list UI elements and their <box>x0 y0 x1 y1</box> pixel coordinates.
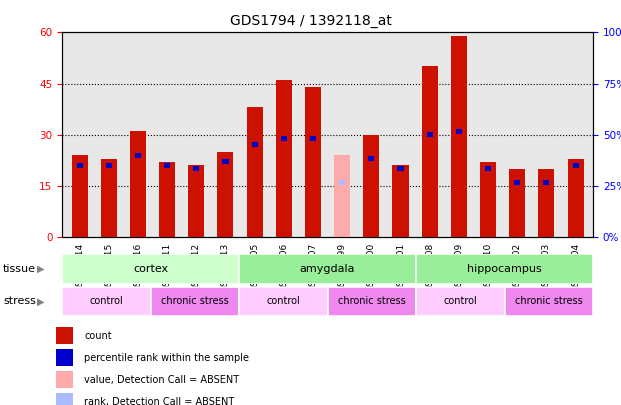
Bar <box>276 80 292 237</box>
Bar <box>363 134 379 237</box>
Bar <box>538 169 555 237</box>
Bar <box>188 165 204 237</box>
Text: stress: stress <box>3 296 36 306</box>
Text: count: count <box>84 330 112 341</box>
Bar <box>456 129 462 134</box>
Bar <box>543 180 550 185</box>
Bar <box>509 169 525 237</box>
Bar <box>106 163 112 168</box>
Bar <box>281 136 287 141</box>
Bar <box>504 287 593 316</box>
Bar <box>397 166 404 171</box>
Bar <box>56 327 73 344</box>
Bar <box>573 163 579 168</box>
Text: cortex: cortex <box>133 264 168 274</box>
Text: ▶: ▶ <box>37 264 45 274</box>
Bar <box>164 163 170 168</box>
Bar <box>62 287 150 316</box>
Bar <box>339 180 345 185</box>
Bar <box>135 153 141 158</box>
Text: chronic stress: chronic stress <box>338 296 406 306</box>
Text: chronic stress: chronic stress <box>515 296 582 306</box>
Bar <box>485 166 491 171</box>
Bar <box>62 254 239 284</box>
Bar <box>56 371 73 388</box>
Bar <box>247 107 263 237</box>
Bar <box>76 163 83 168</box>
Bar <box>252 142 258 147</box>
Bar <box>480 162 496 237</box>
Text: GDS1794 / 1392118_at: GDS1794 / 1392118_at <box>230 14 391 28</box>
Bar <box>451 36 467 237</box>
Text: tissue: tissue <box>3 264 36 274</box>
Text: control: control <box>266 296 300 306</box>
Text: rank, Detection Call = ABSENT: rank, Detection Call = ABSENT <box>84 397 234 405</box>
Bar <box>310 136 316 141</box>
Bar <box>130 131 146 237</box>
Bar <box>71 155 88 237</box>
Bar <box>305 87 321 237</box>
Bar <box>422 66 438 237</box>
Text: hippocampus: hippocampus <box>467 264 542 274</box>
Bar <box>427 132 433 137</box>
Bar <box>328 287 416 316</box>
Bar <box>101 158 117 237</box>
Bar <box>56 349 73 366</box>
Bar <box>514 180 520 185</box>
Text: amygdala: amygdala <box>300 264 355 274</box>
Bar <box>392 165 409 237</box>
Bar <box>222 160 229 164</box>
Bar <box>334 155 350 237</box>
Text: control: control <box>89 296 123 306</box>
Bar <box>368 156 374 161</box>
Bar <box>193 166 199 171</box>
Bar <box>416 287 504 316</box>
Text: control: control <box>443 296 477 306</box>
Bar <box>56 393 73 405</box>
Text: chronic stress: chronic stress <box>161 296 229 306</box>
Bar <box>239 287 327 316</box>
Bar <box>150 287 239 316</box>
Bar <box>159 162 175 237</box>
Bar <box>239 254 416 284</box>
Text: percentile rank within the sample: percentile rank within the sample <box>84 353 249 362</box>
Bar <box>416 254 593 284</box>
Bar <box>217 152 233 237</box>
Text: value, Detection Call = ABSENT: value, Detection Call = ABSENT <box>84 375 239 385</box>
Bar <box>568 158 584 237</box>
Text: ▶: ▶ <box>37 296 45 306</box>
